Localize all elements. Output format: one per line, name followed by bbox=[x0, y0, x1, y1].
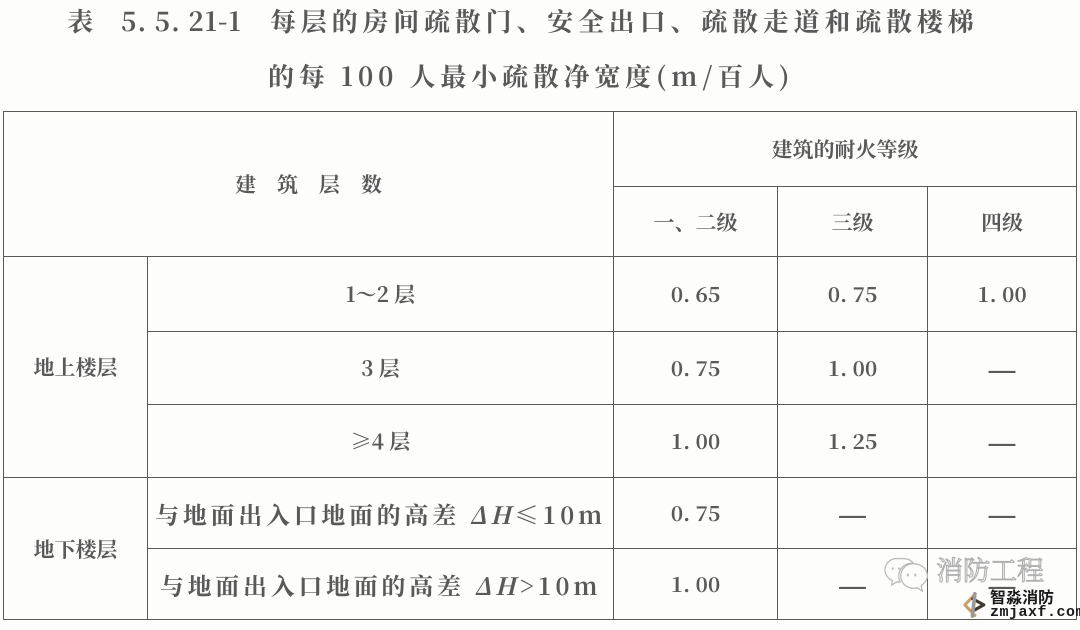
svg-text:消防工程: 消防工程 bbox=[936, 549, 1044, 588]
svg-text:zmjaxf.com: zmjaxf.com bbox=[990, 604, 1080, 621]
